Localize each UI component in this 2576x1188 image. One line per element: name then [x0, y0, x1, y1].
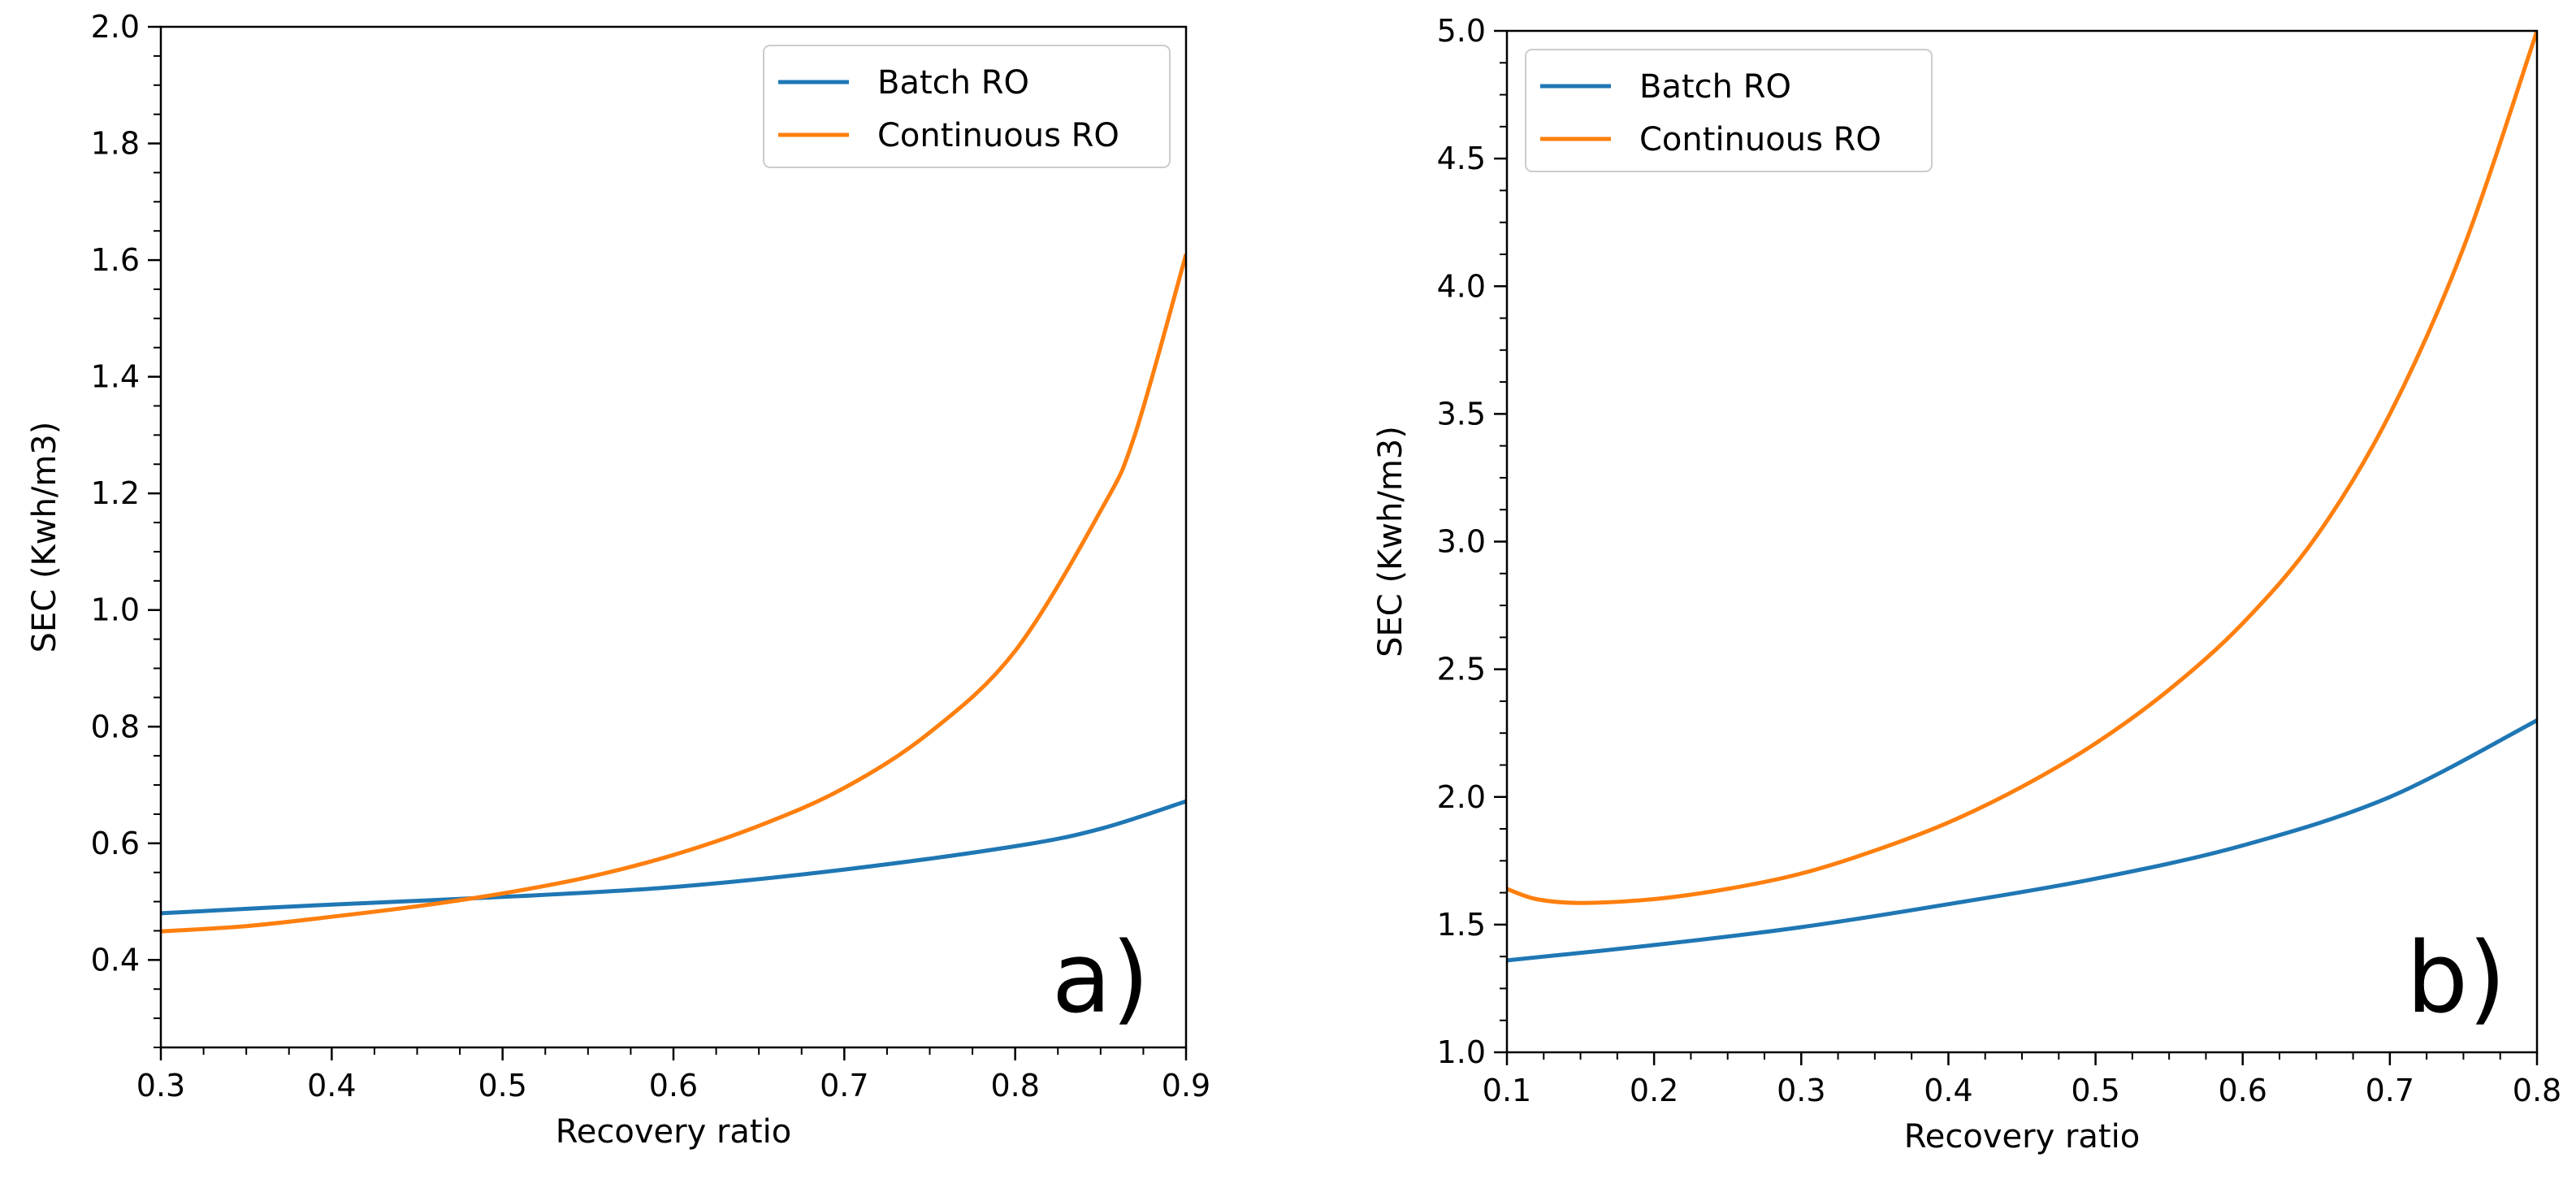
- x-tick-label: 0.1: [1483, 1073, 1531, 1108]
- legend-label: Continuous RO: [1639, 121, 1881, 158]
- x-tick-label: 0.4: [1924, 1073, 1972, 1108]
- series-line-batch-ro: [1507, 718, 2537, 963]
- panel-tag: b): [2406, 922, 2506, 1035]
- y-tick-label: 4.0: [1437, 268, 1486, 304]
- x-tick-label: 0.3: [1777, 1073, 1825, 1108]
- x-tick-label: 0.9: [1162, 1068, 1210, 1103]
- plot-frame: [1505, 29, 2539, 1054]
- y-tick-label: 1.4: [91, 359, 140, 395]
- x-axis-label: Recovery ratio: [556, 1113, 791, 1151]
- y-axis-label: SEC (Kwh/m3): [1372, 426, 1409, 657]
- legend: Batch RO Continuous RO: [1525, 49, 1933, 172]
- y-tick-label: 2.5: [1437, 652, 1486, 687]
- y-tick-label: 1.5: [1437, 907, 1486, 943]
- x-tick-label: 0.8: [2513, 1073, 2561, 1108]
- x-tick-label: 0.7: [820, 1068, 868, 1103]
- y-tick-label: 2.0: [91, 9, 140, 45]
- y-tick-label: 3.5: [1437, 396, 1486, 431]
- x-tick-label: 0.3: [136, 1068, 185, 1103]
- y-tick-label: 5.0: [1437, 13, 1486, 49]
- y-tick-label: 1.2: [91, 475, 140, 511]
- plot-frame: [159, 25, 1188, 1049]
- legend-box: [763, 45, 1171, 168]
- y-tick-label: 3.0: [1437, 524, 1486, 560]
- y-tick-label: 2.0: [1437, 779, 1486, 815]
- x-tick-label: 0.5: [2071, 1073, 2119, 1108]
- y-tick-label: 1.0: [1437, 1034, 1486, 1070]
- y-tick-label: 1.8: [91, 126, 140, 162]
- y-tick-label: 1.6: [91, 242, 140, 278]
- series-line-continuous-ro: [161, 254, 1186, 934]
- x-tick-label: 0.7: [2366, 1073, 2414, 1108]
- y-tick-label: 0.8: [91, 709, 140, 744]
- y-tick-label: 0.4: [91, 942, 140, 978]
- x-tick-label: 0.8: [990, 1068, 1039, 1103]
- legend-box: [1525, 49, 1933, 172]
- y-tick-label: 0.6: [91, 826, 140, 861]
- legend-label: Batch RO: [1639, 68, 1791, 106]
- series-line-continuous-ro: [1507, 31, 2537, 905]
- legend-label: Continuous RO: [877, 117, 1119, 154]
- panel-tag: a): [1052, 922, 1149, 1035]
- legend: Batch RO Continuous RO: [763, 45, 1171, 168]
- y-tick-label: 4.5: [1437, 141, 1486, 176]
- x-tick-label: 0.6: [2218, 1073, 2266, 1108]
- chart-panel-a: 0.4 0.6 0.8 1.0 1.2 1.4 1.6 1.8 2.0 0.3 0.4 0.5 0.6 0…: [26, 9, 1210, 1151]
- chart-panel-b: 1.0 1.5 2.0 2.5 3.0 3.5 4.0 4.5 5.0 0.1 0.2 0.3 0.4 0…: [1372, 13, 2561, 1155]
- x-axis-label: Recovery ratio: [1904, 1118, 2140, 1155]
- x-tick-label: 0.4: [307, 1068, 356, 1103]
- x-tick-label: 0.5: [478, 1068, 526, 1103]
- x-tick-label: 0.2: [1630, 1073, 1678, 1108]
- legend-label: Batch RO: [877, 64, 1029, 102]
- y-axis-label: SEC (Kwh/m3): [26, 422, 63, 653]
- y-tick-label: 1.0: [91, 592, 140, 628]
- x-tick-label: 0.6: [649, 1068, 698, 1103]
- series-line-batch-ro: [161, 799, 1186, 916]
